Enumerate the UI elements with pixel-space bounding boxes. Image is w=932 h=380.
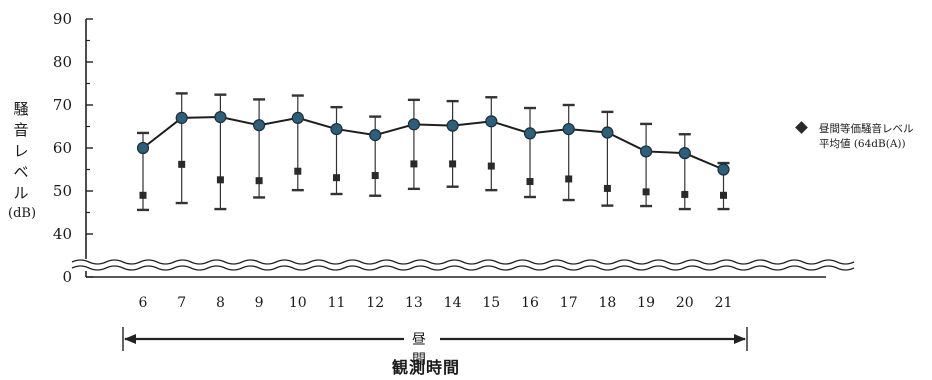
square-marker <box>642 188 650 196</box>
circle-marker <box>330 122 343 136</box>
average-line <box>142 116 724 171</box>
x-tick-label: 16 <box>521 295 539 311</box>
x-ticks: 6 7 8 9 10 11 12 13 14 15 16 17 18 19 20 21 <box>139 295 733 311</box>
x-tick-label: 13 <box>405 295 423 311</box>
x-tick-label: 20 <box>676 295 694 311</box>
circle-marker <box>717 163 730 176</box>
x-tick-label: 19 <box>637 295 655 311</box>
circle-marker <box>214 110 227 124</box>
circle-markers <box>136 110 730 176</box>
axis-break-wave-bottom <box>71 265 855 271</box>
circle-marker <box>369 129 382 142</box>
circle-marker <box>407 118 420 131</box>
y-tick-label: 70 <box>53 96 72 114</box>
legend-line1: 昼間等価騒音レベル <box>819 123 914 135</box>
circle-marker <box>291 111 304 125</box>
y-tick-label: 90 <box>53 10 72 28</box>
square-marker <box>178 160 186 168</box>
x-tick-label: 10 <box>289 295 307 311</box>
square-marker <box>449 160 457 168</box>
circle-marker <box>253 119 266 132</box>
y-tick-label: 80 <box>53 53 72 71</box>
x-tick-label: 21 <box>715 295 733 311</box>
square-marker <box>139 191 147 199</box>
axis-break-wave-top <box>71 259 855 265</box>
square-marker <box>216 176 224 184</box>
circle-marker <box>601 126 614 139</box>
square-marker <box>371 172 379 180</box>
circle-marker <box>175 111 188 125</box>
circle-marker <box>485 115 498 128</box>
arrow-head-right <box>734 334 746 344</box>
y-axis-label-char: ベ <box>13 163 29 181</box>
average-line-path <box>142 116 724 171</box>
x-tick-label: 11 <box>328 295 346 311</box>
axes <box>71 19 855 278</box>
circle-marker <box>523 127 537 140</box>
x-tick-label: 9 <box>255 295 264 311</box>
square-marker <box>603 184 611 192</box>
x-tick-label: 17 <box>560 295 578 311</box>
legend-line2: 平均値 (64dB(A)) <box>819 138 906 150</box>
circle-marker <box>678 147 691 160</box>
square-marker <box>410 160 418 168</box>
square-marker <box>526 178 534 186</box>
y-axis-label-char: 音 <box>13 121 29 139</box>
x-tick-label: 14 <box>444 295 462 311</box>
square-marker <box>487 162 495 170</box>
y-tick-label: 60 <box>53 139 72 157</box>
daytime-label: 昼 間 <box>404 329 440 369</box>
x-tick-label: 8 <box>216 295 225 311</box>
circle-marker <box>136 141 150 155</box>
square-marker <box>333 174 340 182</box>
y-tick-label: 50 <box>53 182 72 200</box>
y-ticks: 0 40 50 60 70 80 90 <box>53 10 93 286</box>
circle-marker <box>562 122 575 136</box>
x-tick-label: 15 <box>482 295 500 311</box>
x-tick-label: 18 <box>598 295 616 311</box>
square-marker <box>565 175 573 183</box>
x-tick-label: 7 <box>177 295 186 311</box>
y-tick-label: 0 <box>62 268 72 286</box>
y-axis-label-char: ル <box>13 184 29 202</box>
arrow-head-left <box>124 334 136 344</box>
y-tick-label: 40 <box>53 225 72 243</box>
y-axis-label-char: レ <box>13 142 29 160</box>
square-markers <box>139 160 727 199</box>
square-marker <box>255 177 263 185</box>
x-axis-title: 観測時間 <box>392 358 461 377</box>
x-tick-label: 6 <box>139 295 148 311</box>
square-marker <box>720 191 727 199</box>
square-marker <box>294 167 302 175</box>
y-axis-label-char: 騒 <box>13 100 29 118</box>
circle-marker <box>446 119 459 132</box>
x-tick-label: 12 <box>366 295 384 311</box>
y-axis-unit: (dB) <box>8 206 37 221</box>
circle-marker <box>639 145 653 158</box>
square-marker <box>681 190 689 198</box>
